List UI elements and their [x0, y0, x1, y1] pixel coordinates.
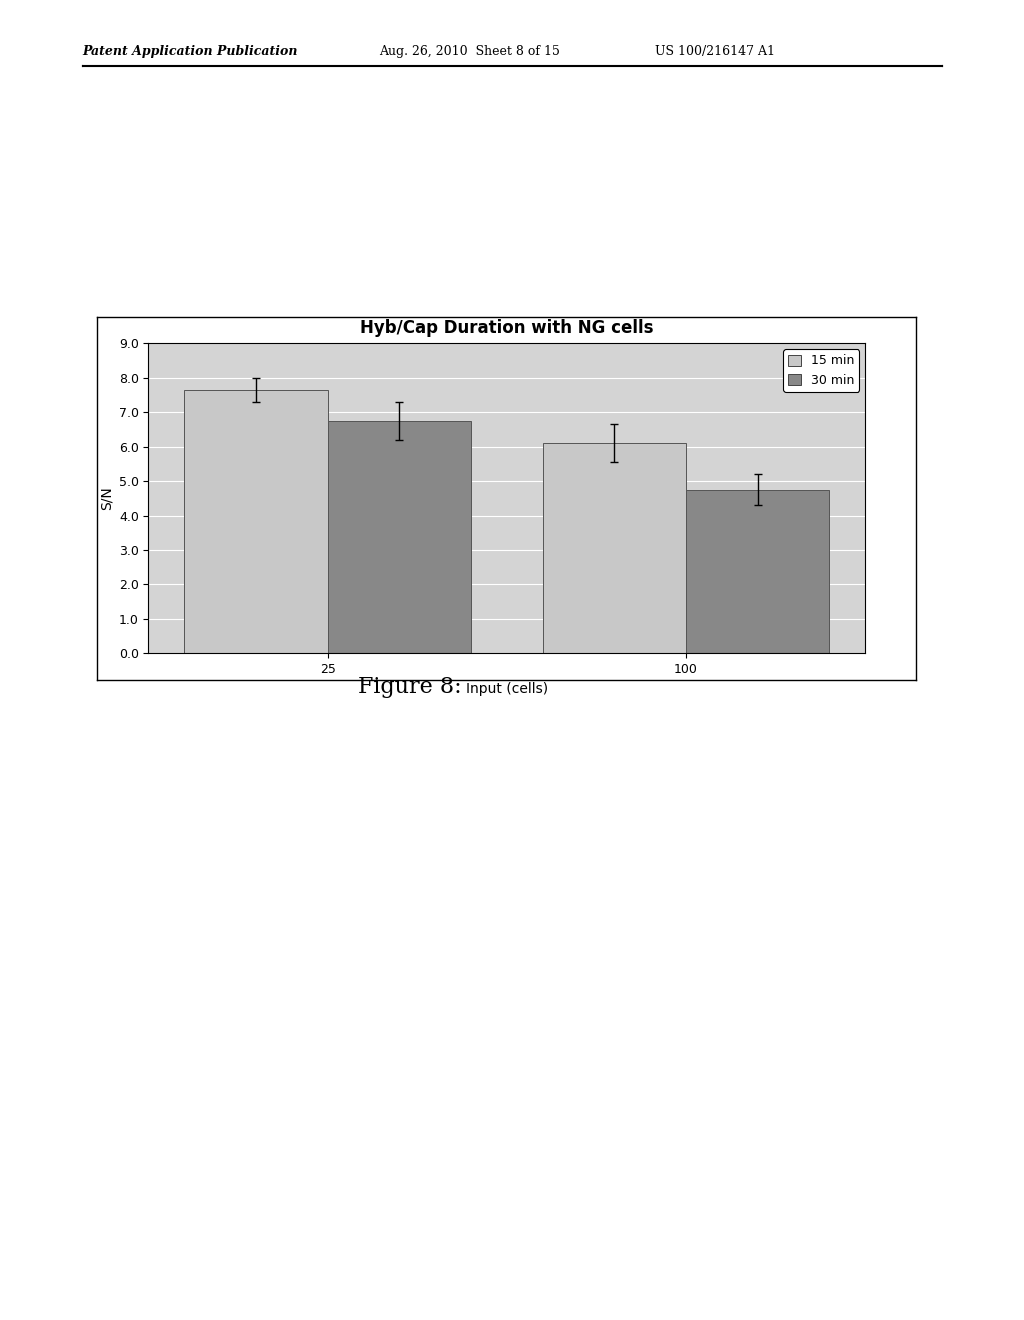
Text: Patent Application Publication: Patent Application Publication: [82, 45, 297, 58]
Bar: [686, 490, 829, 653]
Y-axis label: S/N: S/N: [99, 487, 114, 510]
Bar: [543, 444, 686, 653]
Title: Hyb/Cap Duration with NG cells: Hyb/Cap Duration with NG cells: [360, 319, 653, 338]
Text: US 100/216147 A1: US 100/216147 A1: [655, 45, 775, 58]
Legend: 15 min, 30 min: 15 min, 30 min: [783, 350, 859, 392]
Text: Figure 8:: Figure 8:: [357, 676, 462, 698]
Text: Aug. 26, 2010  Sheet 8 of 15: Aug. 26, 2010 Sheet 8 of 15: [379, 45, 560, 58]
Bar: [184, 389, 328, 653]
Bar: [328, 421, 471, 653]
X-axis label: Input (cells): Input (cells): [466, 681, 548, 696]
